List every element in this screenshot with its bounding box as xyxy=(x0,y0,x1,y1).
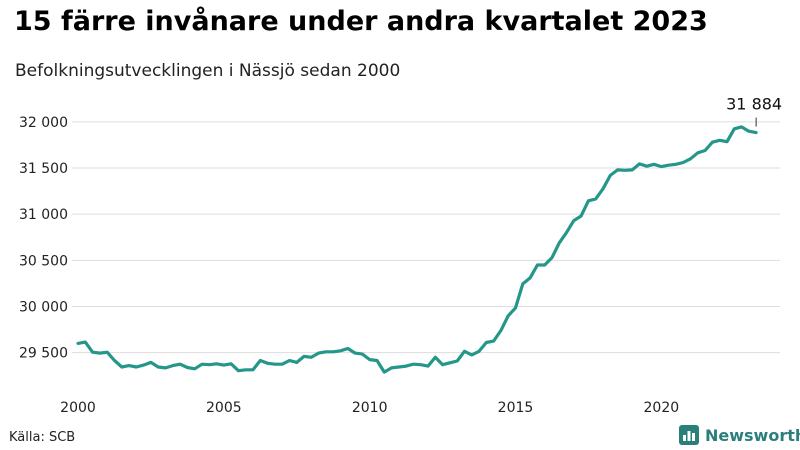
y-axis-ticks: 29 500 30 000 30 500 31 000 31 500 32 000 xyxy=(19,115,68,362)
y-tick-label: 32 000 xyxy=(19,115,68,131)
x-tick-label: 2010 xyxy=(352,400,388,416)
annotation-label: 31 884 xyxy=(726,95,782,114)
chart-subtitle: Befolkningsutvecklingen i Nässjö sedan 2… xyxy=(15,61,401,81)
x-tick-label: 2015 xyxy=(498,400,534,416)
series-line xyxy=(76,125,758,374)
brand-logo: Newsworthy xyxy=(679,425,800,445)
y-tick-label: 31 000 xyxy=(19,207,68,223)
x-tick-label: 2000 xyxy=(60,400,96,416)
y-tick-label: 30 000 xyxy=(19,300,68,316)
brand-name: Newsworthy xyxy=(705,425,800,445)
chart-title: 15 färre invånare under andra kvartalet … xyxy=(14,6,708,37)
x-axis-ticks: 2000 2005 2010 2015 2020 xyxy=(60,400,679,416)
x-tick-label: 2020 xyxy=(644,400,680,416)
y-tick-label: 30 500 xyxy=(19,253,68,269)
y-tick-label: 29 500 xyxy=(19,346,68,362)
annotation-layer: 31 884 xyxy=(726,95,782,127)
source-note: Källa: SCB xyxy=(9,430,76,445)
x-tick-label: 2005 xyxy=(206,400,242,416)
bar-chart-logo-icon xyxy=(679,425,699,445)
series-layer xyxy=(76,125,758,374)
gridlines xyxy=(72,121,780,354)
y-tick-label: 31 500 xyxy=(19,161,68,177)
